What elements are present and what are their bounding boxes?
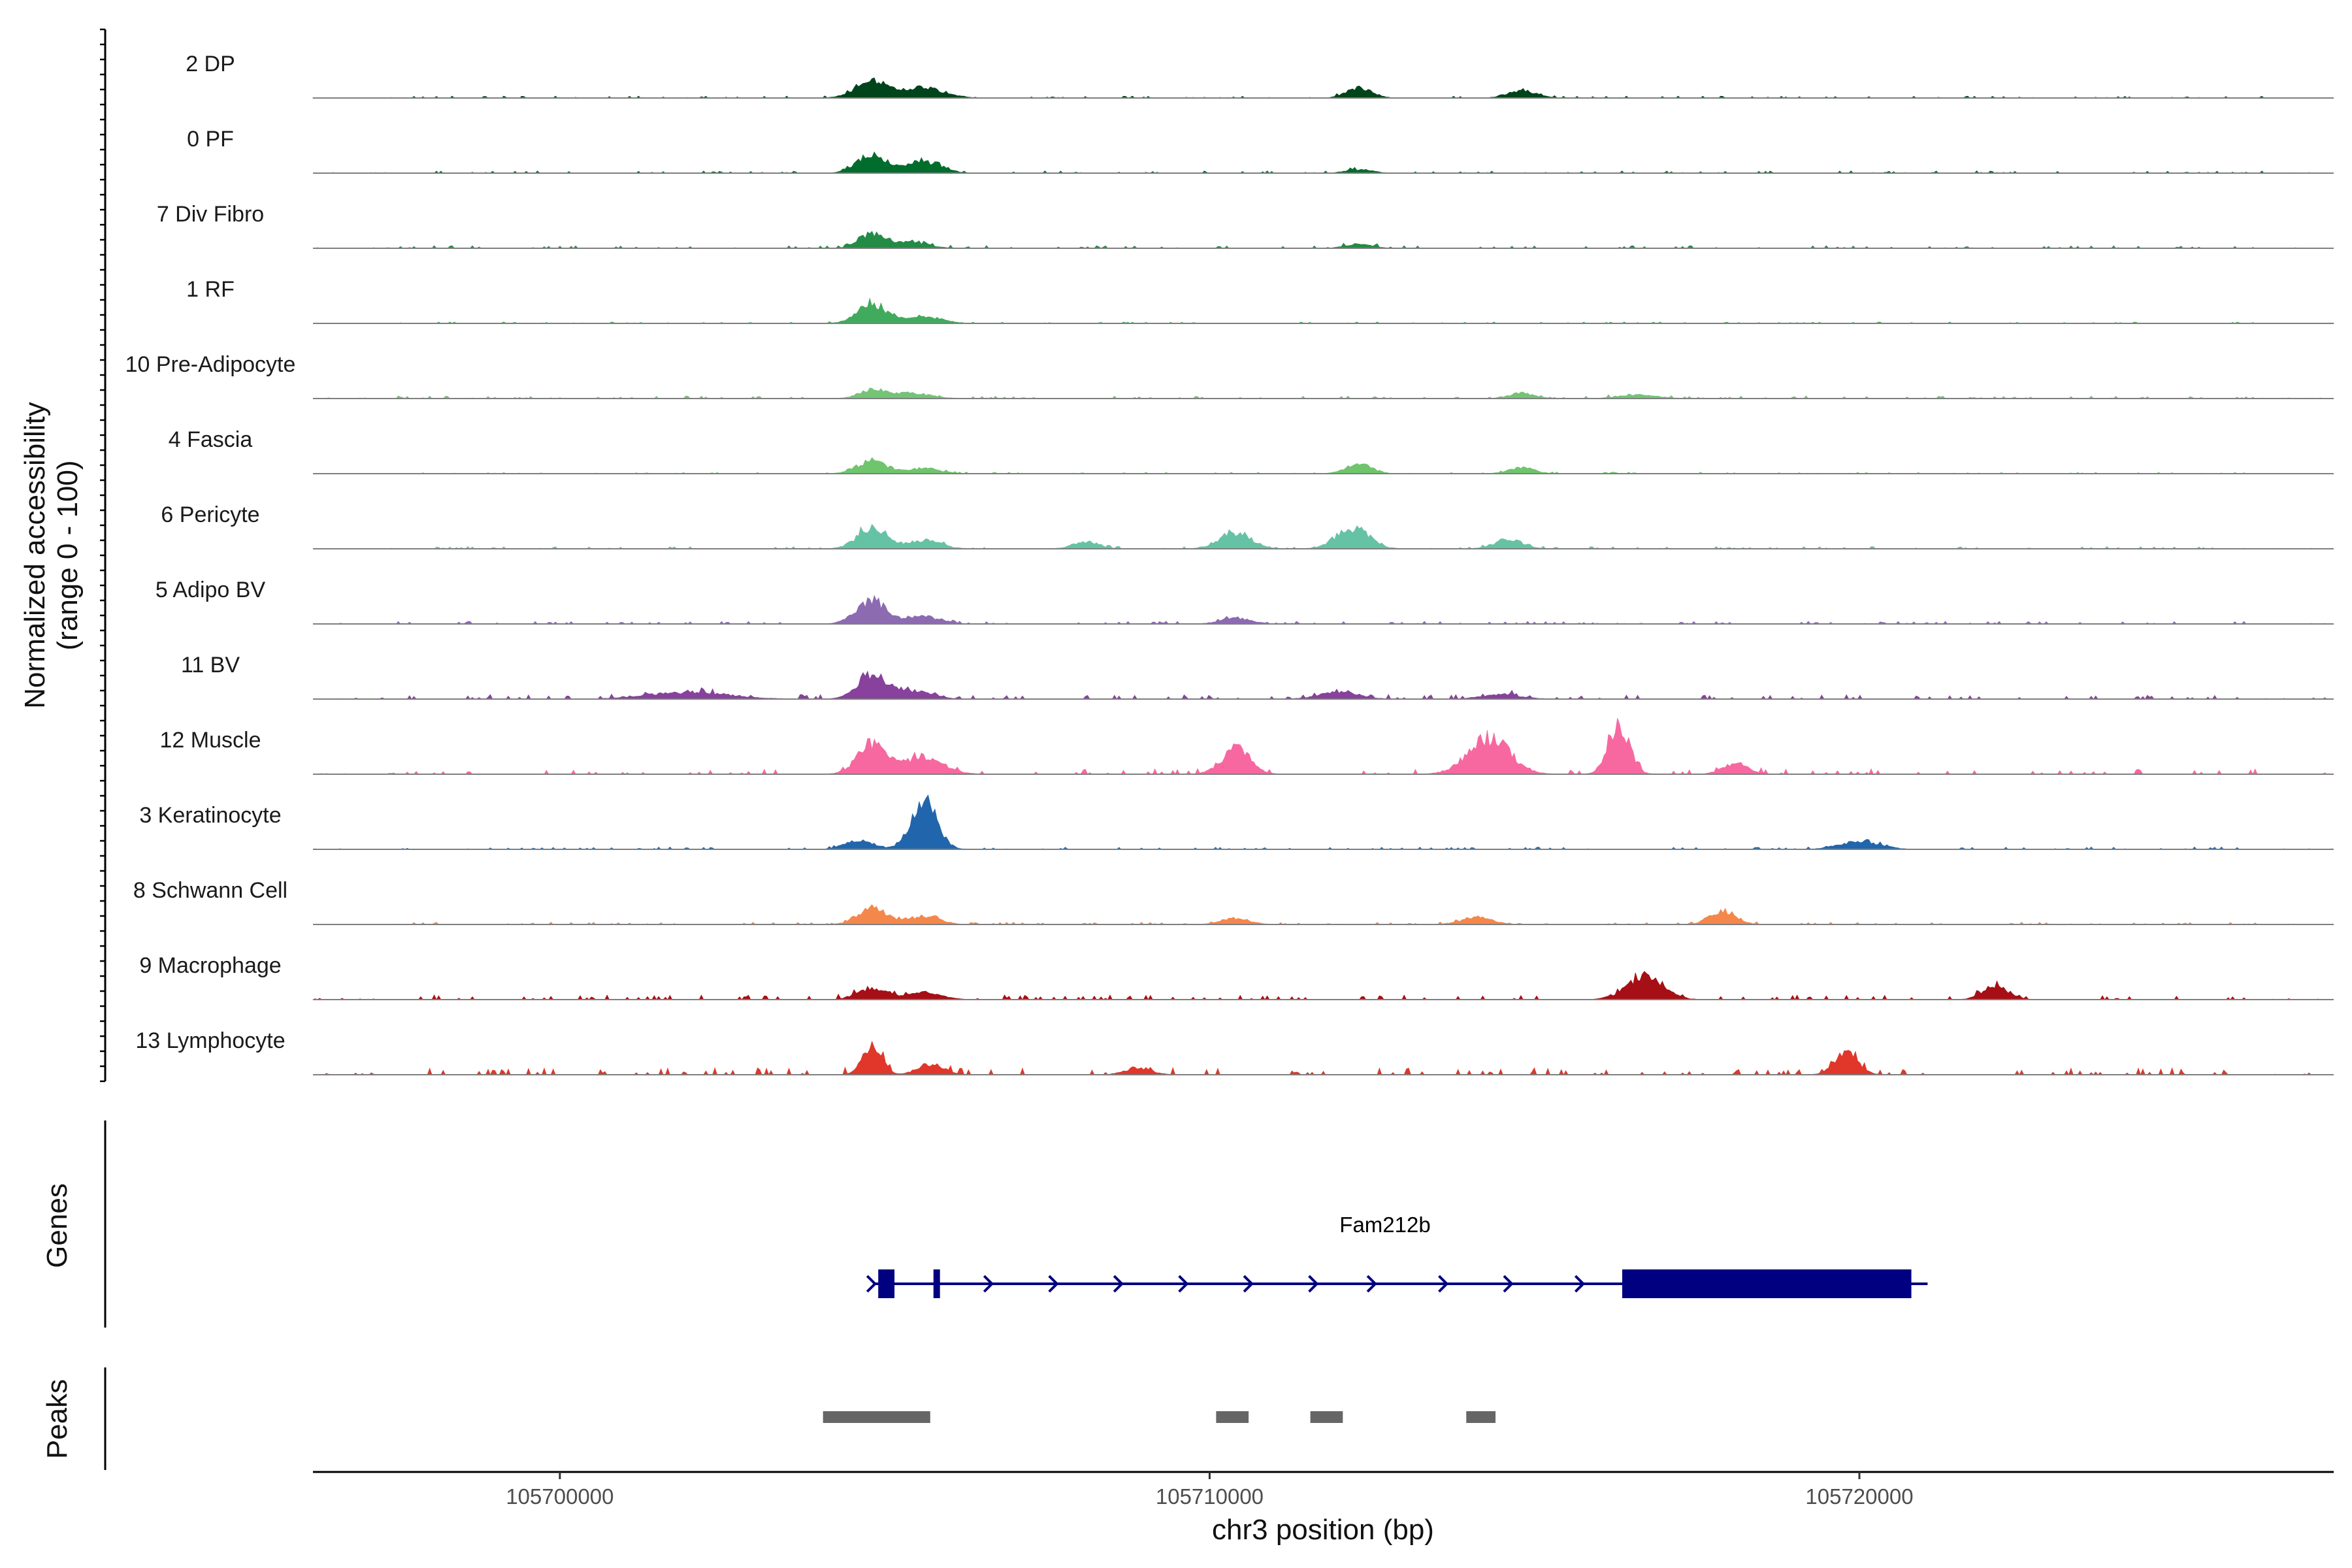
x-axis-title: chr3 position (bp)	[1212, 1514, 1434, 1546]
track-label: 1 RF	[186, 277, 235, 302]
track: 4 Fascia	[169, 427, 2334, 474]
track-label: 2 DP	[186, 52, 235, 76]
gene-exon	[878, 1269, 895, 1298]
strand-arrow	[1048, 1275, 1059, 1293]
coverage-area	[313, 670, 2334, 700]
strand-arrow	[866, 1275, 877, 1293]
x-tick-label: 105700000	[506, 1484, 613, 1509]
track-label: 7 Div Fibro	[157, 202, 264, 227]
strand-arrow	[1308, 1275, 1319, 1293]
coverage-area	[313, 457, 2334, 474]
peak-region	[1310, 1411, 1343, 1423]
gene-name-label: Fam212b	[1339, 1213, 1430, 1237]
coverage-area	[313, 1040, 2334, 1076]
peak-region	[1466, 1411, 1496, 1423]
coverage-area	[312, 77, 2334, 99]
strand-arrow	[1503, 1275, 1514, 1293]
track-label: 10 Pre-Adipocyte	[125, 352, 296, 377]
track-label: 9 Macrophage	[139, 953, 281, 978]
track: 12 Muscle	[160, 718, 2334, 775]
gene-exon	[933, 1269, 940, 1298]
track: 11 BV	[181, 653, 2334, 700]
y-axis-title-range: (range 0 - 100)	[52, 460, 84, 650]
track-label: 13 Lymphocyte	[135, 1028, 285, 1053]
x-tick-label: 105710000	[1156, 1484, 1264, 1509]
peak-region	[823, 1411, 930, 1423]
track: 9 Macrophage	[139, 953, 2334, 1000]
track: 5 Adipo BV	[155, 578, 2334, 625]
strand-arrow	[1366, 1275, 1377, 1293]
coverage-tracks: 2 DP 0 PF 7 Div Fibro 1 RF 10 Pre-Adipocyte 4…	[125, 52, 2334, 1076]
track: 2 DP	[186, 52, 2334, 99]
peak-regions	[823, 1411, 1496, 1423]
track-label: 4 Fascia	[169, 427, 253, 452]
track-label: 6 Pericyte	[161, 502, 259, 527]
x-tick-label: 105720000	[1805, 1484, 1913, 1509]
peak-region	[1216, 1411, 1249, 1423]
coverage-area	[313, 297, 2334, 324]
track: 0 PF	[187, 127, 2334, 174]
coverage-area	[313, 904, 2334, 925]
coverage-area	[312, 794, 2334, 850]
strand-arrow	[1438, 1275, 1449, 1293]
coverage-area	[313, 523, 2334, 549]
track-label: 8 Schwann Cell	[133, 878, 287, 903]
coverage-area	[313, 595, 2334, 625]
gene-exon	[1622, 1269, 1912, 1298]
gene-model: Fam212b	[866, 1213, 1928, 1298]
track: 10 Pre-Adipocyte	[125, 352, 2334, 399]
strand-arrow	[1178, 1275, 1189, 1293]
coverage-area	[313, 151, 2334, 174]
coverage-area	[312, 971, 2334, 1000]
coverage-y-ticks	[100, 28, 105, 1083]
x-axis-ticks: 105700000 105710000 105720000	[506, 1472, 1914, 1509]
track-label: 12 Muscle	[160, 728, 261, 753]
y-axis-title: Normalized accessibility	[19, 402, 51, 708]
strand-arrow	[1113, 1275, 1124, 1293]
peaks-panel-title: Peaks	[41, 1379, 73, 1459]
track: 1 RF	[186, 277, 2334, 324]
coverage-area	[313, 718, 2334, 775]
genes-panel-title: Genes	[41, 1183, 73, 1268]
strand-arrow	[1574, 1275, 1586, 1293]
track: 7 Div Fibro	[157, 202, 2334, 249]
coverage-area	[313, 387, 2334, 399]
strand-arrow	[983, 1275, 994, 1293]
track: 13 Lymphocyte	[135, 1028, 2334, 1076]
track: 8 Schwann Cell	[133, 878, 2334, 925]
track-label: 5 Adipo BV	[155, 578, 266, 602]
track-label: 0 PF	[187, 127, 234, 152]
coverage-area	[313, 231, 2334, 249]
track: 6 Pericyte	[161, 502, 2334, 549]
track-label: 11 BV	[181, 653, 240, 678]
track-label: 3 Keratinocyte	[139, 803, 281, 828]
track: 3 Keratinocyte	[139, 794, 2334, 850]
strand-arrow	[1243, 1275, 1254, 1293]
